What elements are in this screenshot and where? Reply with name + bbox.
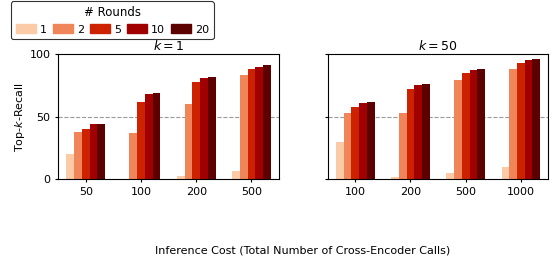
Bar	[525, 60, 532, 179]
Bar	[509, 69, 517, 179]
Bar	[248, 69, 255, 179]
Bar	[90, 124, 98, 179]
Bar	[469, 70, 477, 179]
Bar	[184, 104, 192, 179]
Bar	[74, 132, 82, 179]
Bar	[343, 113, 351, 179]
Bar	[454, 80, 462, 179]
Bar	[367, 102, 375, 179]
Bar	[477, 69, 485, 179]
Bar	[351, 107, 359, 179]
Bar	[263, 66, 271, 179]
Bar	[391, 177, 399, 179]
Bar	[137, 102, 145, 179]
Text: Inference Cost (Total Number of Cross-Encoder Calls): Inference Cost (Total Number of Cross-En…	[156, 245, 450, 255]
Bar	[532, 59, 540, 179]
Y-axis label: Top-$k$-Recall: Top-$k$-Recall	[13, 82, 27, 152]
Bar	[447, 173, 454, 179]
Title: $k{=}50$: $k{=}50$	[418, 39, 458, 53]
Bar	[399, 113, 407, 179]
Bar	[200, 78, 208, 179]
Bar	[462, 73, 469, 179]
Bar	[98, 124, 105, 179]
Bar	[336, 142, 343, 179]
Bar	[407, 89, 414, 179]
Bar	[240, 75, 248, 179]
Bar	[177, 175, 184, 179]
Bar	[359, 103, 367, 179]
Bar	[145, 94, 152, 179]
Bar	[152, 93, 160, 179]
Title: $k{=}1$: $k{=}1$	[153, 39, 184, 53]
Bar	[517, 63, 525, 179]
Bar	[232, 171, 240, 179]
Bar	[208, 77, 216, 179]
Bar	[66, 154, 74, 179]
Bar	[82, 129, 90, 179]
Bar	[130, 133, 137, 179]
Bar	[192, 82, 200, 179]
Bar	[501, 167, 509, 179]
Bar	[255, 67, 263, 179]
Legend: 1, 2, 5, 10, 20: 1, 2, 5, 10, 20	[11, 1, 214, 39]
Bar	[422, 84, 430, 179]
Bar	[414, 85, 422, 179]
